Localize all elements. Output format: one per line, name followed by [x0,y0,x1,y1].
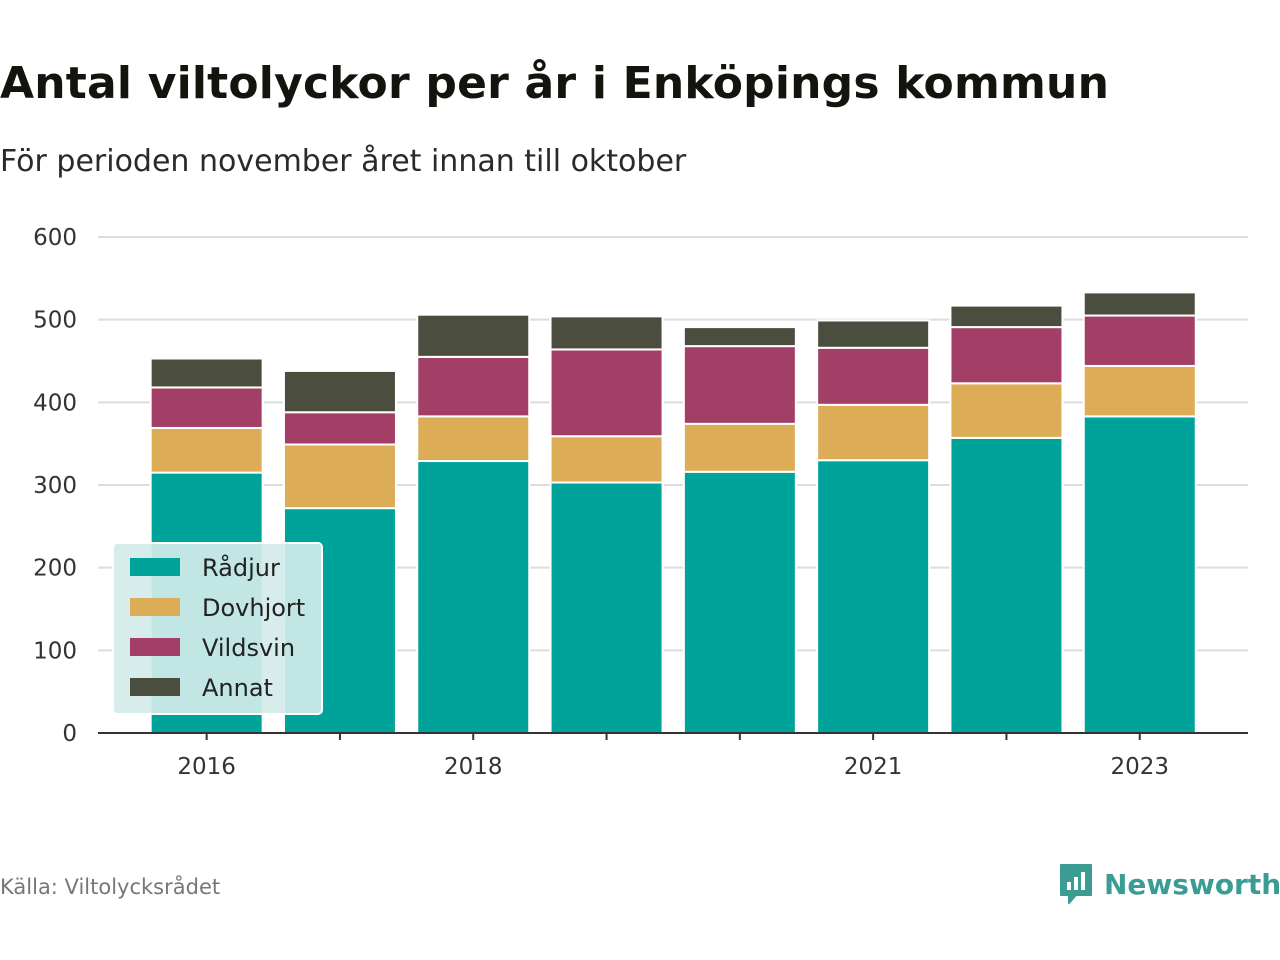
y-tick-label: 0 [62,721,77,747]
bar-2022-annat [949,304,1064,329]
y-tick-label: 400 [33,390,77,416]
y-tick-label: 600 [33,225,77,251]
legend-label: Vildsvin [202,634,295,662]
bar-2020-dovhjort [682,422,797,473]
bar-2018-annat [416,313,531,358]
x-tick-label: 2023 [1110,754,1169,780]
x-tick-label: 2021 [844,754,903,780]
bar-2016-annat [149,357,264,389]
bar-2023-dovhjort [1082,364,1197,418]
bar-2022-dovhjort [949,382,1064,439]
chart-subtitle: För perioden november året innan till ok… [0,144,687,179]
x-tick-label: 2018 [444,754,503,780]
legend-swatch-rådjur [130,558,180,576]
bar-2017-annat [282,369,397,414]
legend-label: Dovhjort [202,594,305,622]
brand-name: Newsworthy [1104,867,1280,901]
bar-2021-rådjur [816,459,931,734]
y-tick-label: 200 [33,556,77,582]
bar-2023-annat [1082,291,1197,317]
bar-2023-rådjur [1082,415,1197,734]
bar-2018-rådjur [416,460,531,734]
bar-2021-vildsvin [816,346,931,406]
y-tick-label: 500 [33,308,77,334]
bar-2018-dovhjort [416,415,531,463]
newsworthy-logo-icon [1060,864,1092,904]
bar-2018-vildsvin [416,355,531,418]
x-axis-ticks: 2016 2018 2021 2023 [177,733,1169,780]
y-axis-ticks: 0 100 200 300 400 500 600 [33,225,77,747]
bar-2019-annat [549,315,664,351]
legend-swatch-annat [130,678,180,696]
x-tick-label: 2016 [177,754,236,780]
bar-2021-dovhjort [816,403,931,462]
legend-swatch-dovhjort [130,598,180,616]
brand-logo: Newsworthy [1058,862,1280,906]
source-note: Källa: Viltolycksrådet [0,875,221,899]
legend: Rådjur Dovhjort Vildsvin Annat [112,542,323,715]
bar-2020-rådjur [682,470,797,734]
y-tick-label: 300 [33,473,77,499]
bar-2022-rådjur [949,436,1064,734]
legend-label: Rådjur [202,553,280,582]
chart-title: Antal viltolyckor per år i Enköpings kom… [0,58,1110,109]
y-tick-label: 100 [33,638,77,664]
legend-label: Annat [202,674,273,702]
bar-2019-vildsvin [549,348,664,438]
bar-2019-dovhjort [549,435,664,484]
bar-2016-vildsvin [149,386,264,429]
bar-2016-dovhjort [149,426,264,474]
legend-box [112,542,323,715]
bar-2020-vildsvin [682,345,797,425]
bar-2021-annat [816,319,931,349]
legend-swatch-vildsvin [130,638,180,656]
bar-2023-vildsvin [1082,314,1197,367]
bar-2020-annat [682,326,797,348]
bar-2017-vildsvin [282,411,397,446]
bar-2022-vildsvin [949,326,1064,385]
bar-2019-rådjur [549,481,664,734]
bar-2017-dovhjort [282,443,397,510]
